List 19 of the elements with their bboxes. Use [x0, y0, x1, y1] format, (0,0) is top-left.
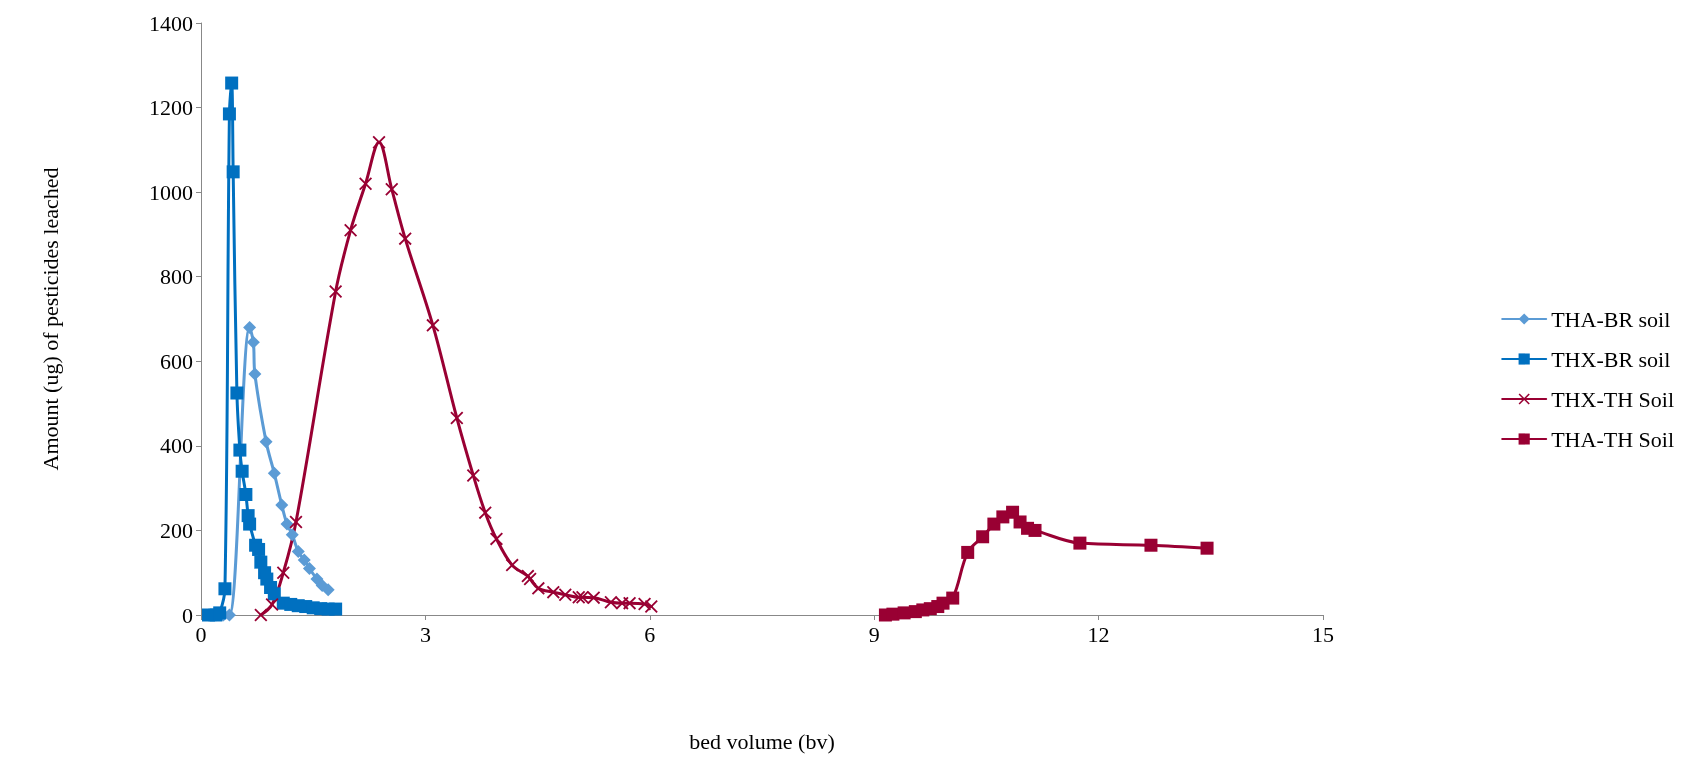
y-axis-title: Amount (ug) of pesticides leached — [37, 167, 63, 471]
y-tick-label: 1000 — [149, 179, 193, 205]
y-tick-label: 400 — [160, 433, 193, 459]
x-tick-label: 15 — [1312, 621, 1334, 647]
y-tick-label: 0 — [182, 602, 193, 628]
x-axis-title: bed volume (bv) — [689, 728, 835, 754]
y-tick-label: 200 — [160, 517, 193, 543]
y-tick-label: 1200 — [149, 95, 193, 121]
legend-label: THA-BR soil — [1551, 306, 1671, 332]
legend-label: THX-TH Soil — [1551, 386, 1674, 412]
y-tick-label: 800 — [160, 264, 193, 290]
x-tick-label: 6 — [644, 621, 656, 647]
legend-label: THA-TH Soil — [1551, 426, 1674, 452]
legend-label: THX-BR soil — [1551, 346, 1671, 372]
x-tick-label: 12 — [1087, 621, 1110, 647]
y-tick-label: 600 — [160, 348, 193, 374]
y-tick-label: 1400 — [149, 10, 193, 36]
x-tick-label: 3 — [419, 621, 431, 647]
x-tick-label: 9 — [868, 621, 880, 647]
